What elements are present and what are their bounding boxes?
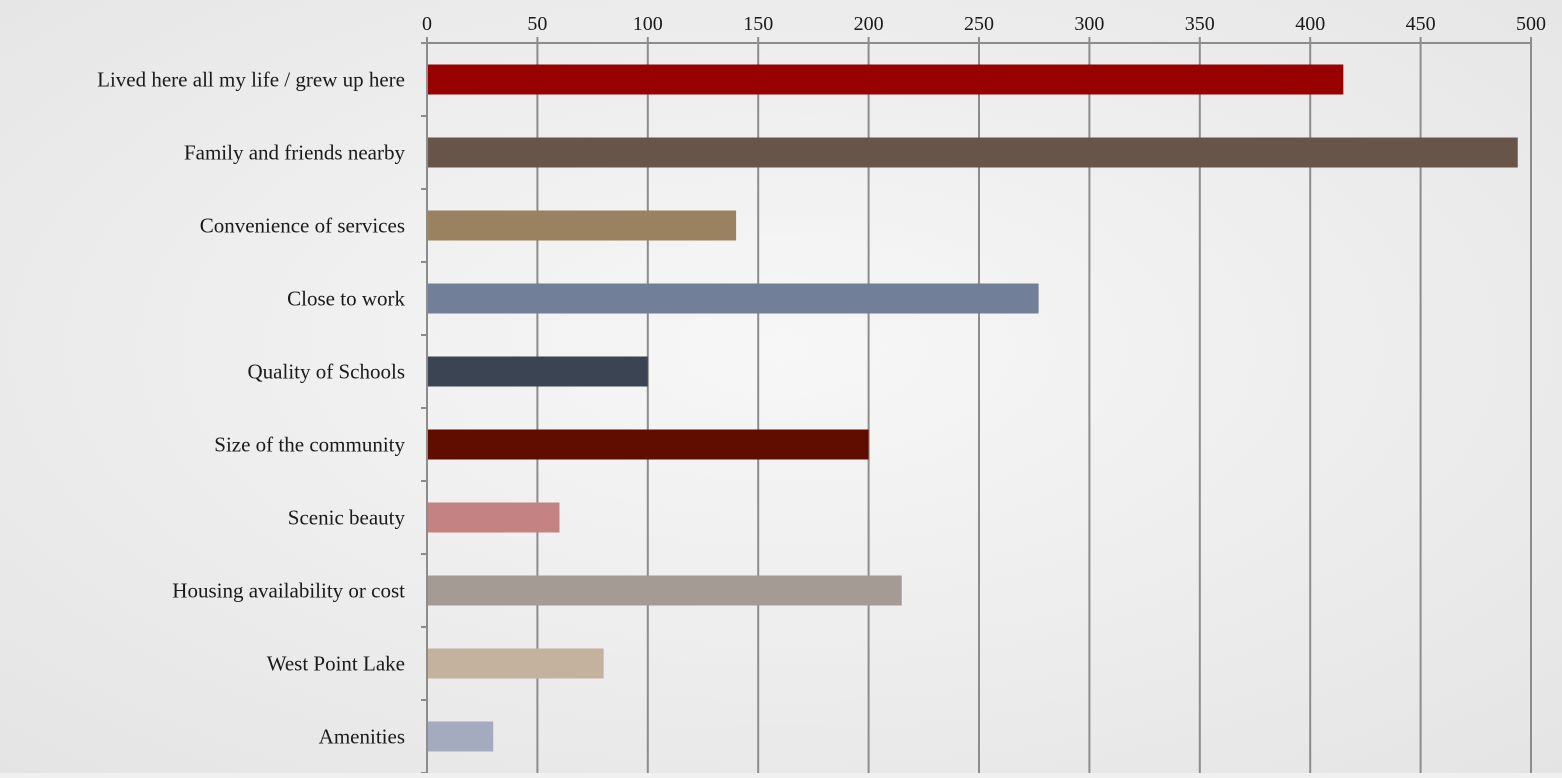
bar <box>427 575 902 606</box>
x-tick-label: 350 <box>1185 13 1215 35</box>
category-label: Quality of Schools <box>248 360 406 384</box>
category-labels: Lived here all my life / grew up here Fam… <box>97 68 405 749</box>
category-label: West Point Lake <box>267 652 405 676</box>
category-label: Housing availability or cost <box>172 579 405 603</box>
x-tick-label: 0 <box>422 13 432 35</box>
category-label: Convenience of services <box>200 214 405 238</box>
bar <box>427 137 1518 168</box>
bar <box>427 502 560 533</box>
bar <box>427 721 494 752</box>
category-label: Amenities <box>319 725 405 749</box>
x-tick-label: 100 <box>633 13 663 35</box>
axes <box>421 37 1532 774</box>
x-tick-label: 400 <box>1295 13 1325 35</box>
bar <box>427 429 869 460</box>
x-tick-label: 450 <box>1406 13 1436 35</box>
x-tick-label: 200 <box>854 13 884 35</box>
category-label: Family and friends nearby <box>184 141 406 165</box>
category-label: Scenic beauty <box>288 506 406 530</box>
category-label: Close to work <box>287 287 405 311</box>
x-tick-label: 50 <box>527 13 547 35</box>
x-tick-label: 500 <box>1516 13 1546 35</box>
bar <box>427 210 737 241</box>
x-tick-labels: 0 50 100 150 200 250 300 350 400 450 500 <box>422 13 1546 35</box>
x-tick-label: 250 <box>964 13 994 35</box>
x-tick-label: 300 <box>1074 13 1104 35</box>
bar <box>427 648 604 679</box>
bar <box>427 356 648 387</box>
category-label: Size of the community <box>214 433 405 457</box>
bar <box>427 283 1039 314</box>
category-label: Lived here all my life / grew up here <box>97 68 405 92</box>
bars <box>427 64 1518 752</box>
x-tick-label: 150 <box>743 13 773 35</box>
bar <box>427 64 1344 95</box>
